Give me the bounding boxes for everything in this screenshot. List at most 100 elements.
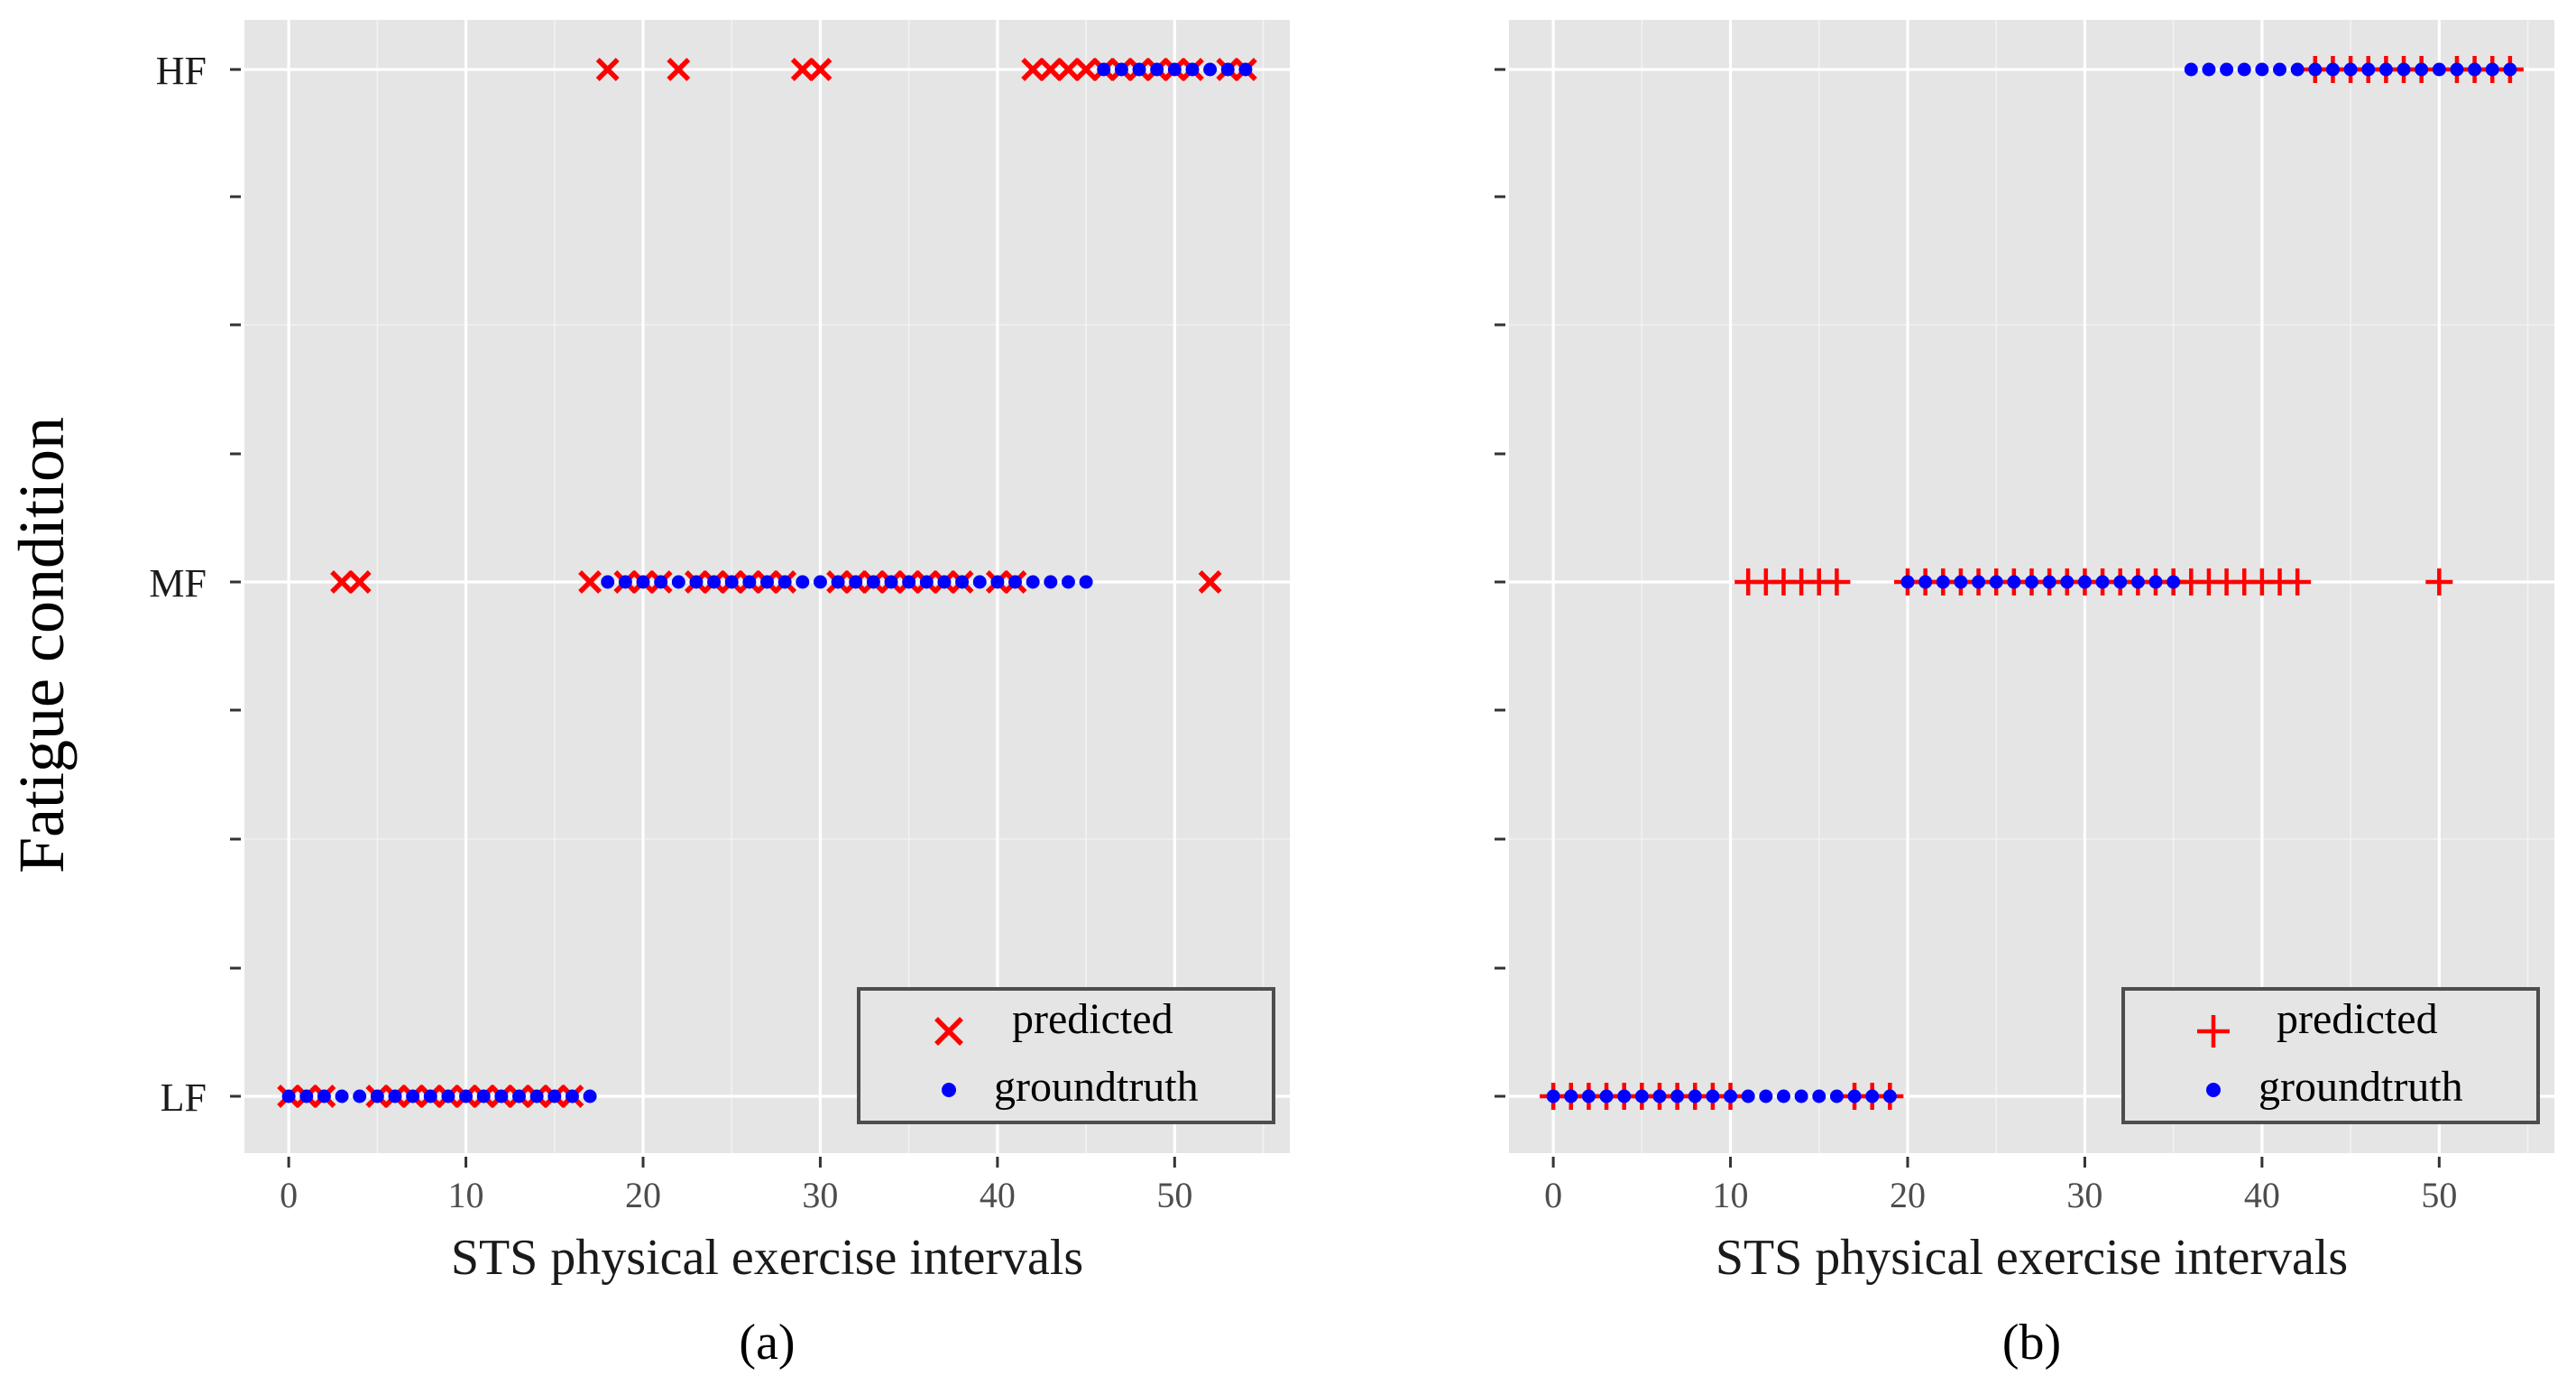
groundtruth-point: [2485, 62, 2499, 77]
panel-caption: (b): [2002, 1315, 2061, 1371]
groundtruth-point: [2415, 62, 2429, 77]
groundtruth-point: [618, 575, 632, 589]
legend-box: [857, 987, 1275, 1124]
predicted-point: [1823, 568, 1851, 596]
groundtruth-point: [1150, 62, 1164, 77]
predicted-point: [330, 570, 354, 594]
groundtruth-point: [1220, 62, 1235, 77]
x-tick-label: 0: [280, 1175, 298, 1215]
groundtruth-point: [2220, 62, 2234, 77]
groundtruth-point: [1185, 62, 1200, 77]
groundtruth-point: [777, 575, 792, 589]
groundtruth-point: [565, 1089, 579, 1103]
legend-label-predicted: predicted: [1012, 995, 1173, 1043]
predicted-point: [934, 1017, 963, 1046]
groundtruth-point: [317, 1089, 331, 1103]
groundtruth-point: [689, 575, 704, 589]
y-tick-label: HF: [156, 49, 207, 93]
chart-panel-a: LF MF HF 0 10 20 30 40 50 STS physical exercise i…: [149, 20, 1290, 1371]
groundtruth-point: [441, 1089, 455, 1103]
groundtruth-point: [1097, 62, 1111, 77]
chart-panel-b: 0 10 20 30 40 50 STS physical exercise interva…: [1495, 20, 2554, 1371]
groundtruth-point: [1776, 1089, 1790, 1103]
groundtruth-point: [1581, 1089, 1596, 1103]
predicted-point: [2425, 568, 2453, 596]
groundtruth-point: [636, 575, 650, 589]
groundtruth-point: [849, 575, 863, 589]
groundtruth-point: [2060, 575, 2075, 589]
groundtruth-point: [990, 575, 1005, 589]
legend-box: [2121, 987, 2540, 1124]
groundtruth-point: [2468, 62, 2482, 77]
x-axis-title: STS physical exercise intervals: [1716, 1230, 2348, 1286]
groundtruth-point: [2113, 575, 2128, 589]
groundtruth-point: [2167, 575, 2181, 589]
groundtruth-point: [1954, 575, 1968, 589]
predicted-point: [790, 58, 814, 81]
groundtruth-point: [831, 575, 845, 589]
groundtruth-point: [2255, 62, 2269, 77]
groundtruth-point: [1114, 62, 1128, 77]
groundtruth-point: [1829, 1089, 1844, 1103]
groundtruth-point: [2308, 62, 2323, 77]
groundtruth-point: [2432, 62, 2446, 77]
groundtruth-point: [2130, 575, 2145, 589]
groundtruth-point: [2184, 62, 2198, 77]
predicted-point: [808, 58, 833, 81]
groundtruth-point: [760, 575, 774, 589]
x-tick-label: 20: [625, 1175, 661, 1215]
groundtruth-point: [2042, 575, 2056, 589]
groundtruth-point: [2290, 62, 2305, 77]
predicted-point: [2197, 1015, 2230, 1048]
groundtruth-point: [2237, 62, 2251, 77]
groundtruth-point: [1203, 62, 1218, 77]
groundtruth-point: [813, 575, 827, 589]
groundtruth-point: [1617, 1089, 1632, 1103]
groundtruth-point: [406, 1089, 420, 1103]
x-tick-label: 10: [448, 1175, 484, 1215]
x-axis-title: STS physical exercise intervals: [451, 1230, 1083, 1286]
groundtruth-point: [1167, 62, 1182, 77]
predicted-point: [2284, 568, 2312, 596]
x-tick-label: 20: [1890, 1175, 1926, 1215]
groundtruth-point: [1706, 1089, 1720, 1103]
groundtruth-point: [955, 575, 970, 589]
panel-caption: (a): [739, 1315, 795, 1371]
groundtruth-point: [1865, 1089, 1880, 1103]
legend-dot-groundtruth: [942, 1083, 956, 1097]
groundtruth-point: [1936, 575, 1950, 589]
groundtruth-point: [1026, 575, 1040, 589]
groundtruth-point: [1882, 1089, 1897, 1103]
groundtruth-point: [476, 1089, 491, 1103]
groundtruth-point: [1670, 1089, 1685, 1103]
groundtruth-point: [2325, 62, 2340, 77]
predicted-point: [1021, 58, 1045, 81]
y-tick-label: MF: [149, 561, 207, 605]
groundtruth-point: [937, 575, 952, 589]
predicted-point: [1074, 58, 1099, 81]
groundtruth-point: [388, 1089, 402, 1103]
groundtruth-point: [2361, 62, 2376, 77]
groundtruth-point: [972, 575, 987, 589]
groundtruth-point: [654, 575, 668, 589]
groundtruth-point: [547, 1089, 562, 1103]
groundtruth-point: [370, 1089, 384, 1103]
groundtruth-point: [1972, 575, 1986, 589]
groundtruth-point: [1900, 575, 1915, 589]
groundtruth-point: [494, 1089, 509, 1103]
groundtruth-point: [1564, 1089, 1578, 1103]
x-tick-label: 50: [2421, 1175, 2457, 1215]
groundtruth-point: [281, 1089, 296, 1103]
groundtruth-point: [1044, 575, 1058, 589]
groundtruth-point: [2343, 62, 2358, 77]
groundtruth-point: [902, 575, 916, 589]
groundtruth-point: [2025, 575, 2038, 589]
groundtruth-point: [1652, 1089, 1667, 1103]
legend-label-predicted: predicted: [2277, 995, 2438, 1043]
groundtruth-point: [2007, 575, 2021, 589]
x-tick-label: 0: [1544, 1175, 1562, 1215]
groundtruth-point: [1741, 1089, 1755, 1103]
legend: predicted groundtruth: [2121, 987, 2540, 1124]
groundtruth-point: [1812, 1089, 1826, 1103]
